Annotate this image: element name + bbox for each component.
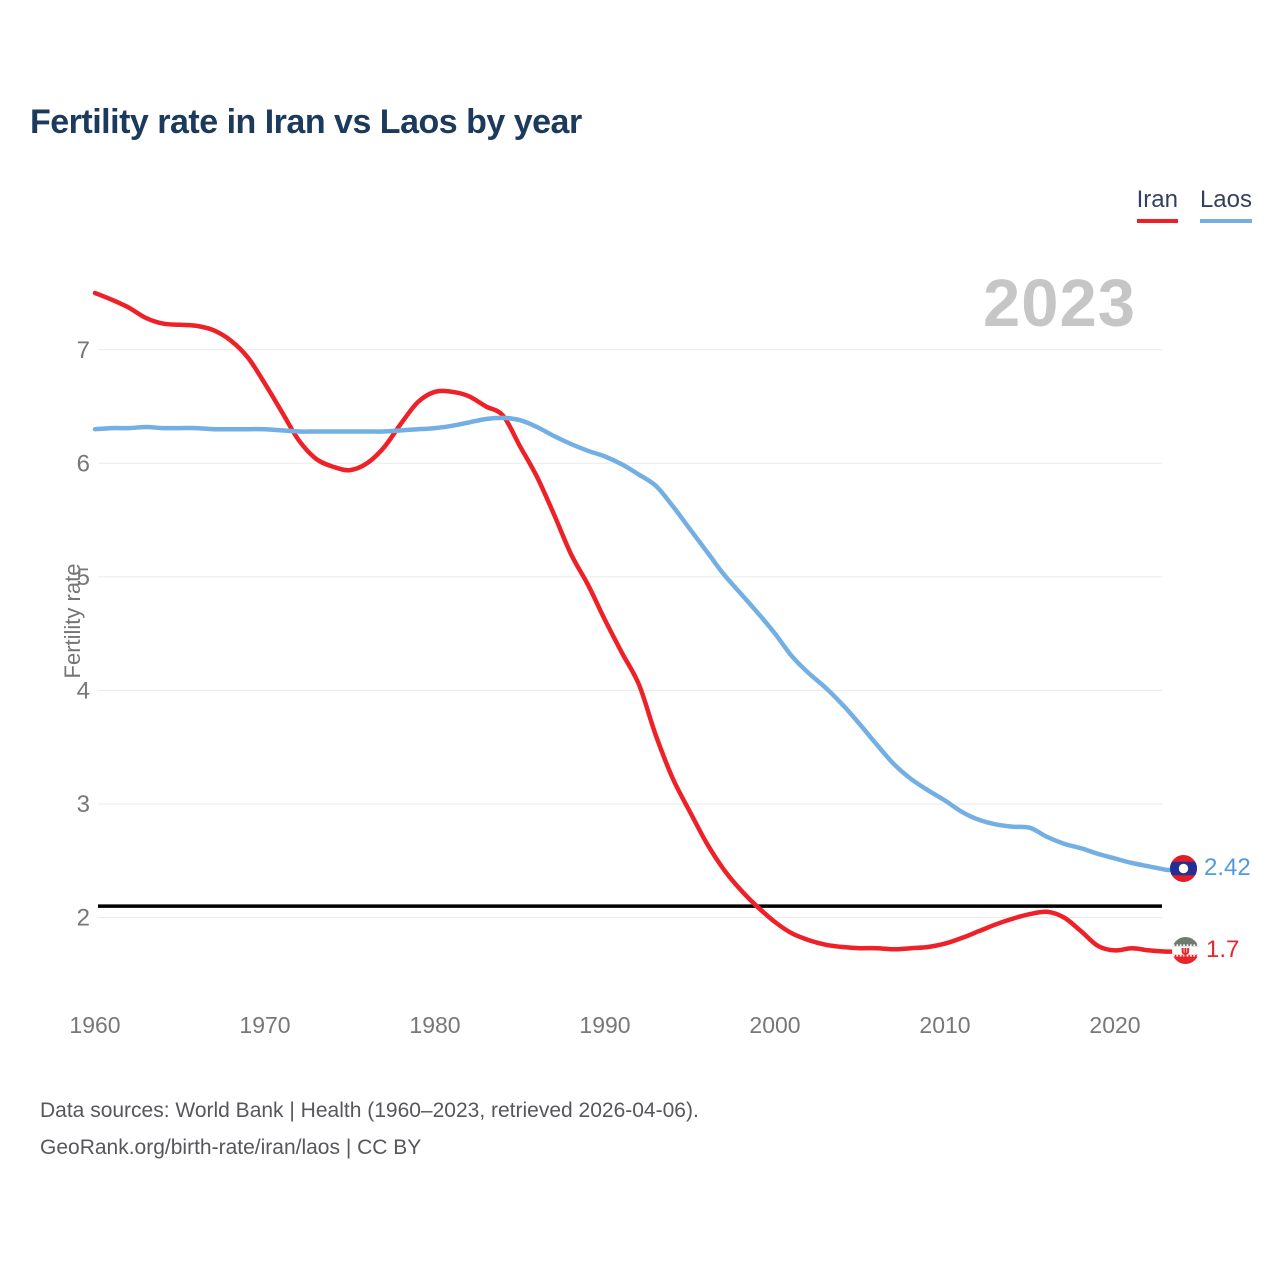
y-tick-label: 4 bbox=[77, 677, 90, 704]
footer-sources-line: Data sources: World Bank | Health (1960–… bbox=[40, 1099, 699, 1122]
x-tick-labels: 1960 1970 1980 1990 2000 2010 2020 bbox=[69, 1012, 1140, 1038]
x-tick-label: 2020 bbox=[1089, 1012, 1140, 1038]
year-watermark: 2023 bbox=[982, 266, 1136, 341]
y-tick-label: 3 bbox=[77, 791, 90, 818]
laos-end-label: 2.42 bbox=[1170, 854, 1251, 882]
page-title: Fertility rate in Iran vs Laos by year bbox=[30, 103, 582, 141]
legend-item-iran[interactable]: Iran bbox=[1136, 186, 1178, 223]
laos-flag-icon bbox=[1170, 854, 1197, 882]
y-tick-label: 6 bbox=[77, 450, 90, 477]
iran-end-label: ψ 1.7 bbox=[1172, 936, 1239, 964]
iran-flag-icon: ψ bbox=[1172, 936, 1199, 964]
x-tick-label: 1970 bbox=[239, 1012, 290, 1038]
iran-end-value: 1.7 bbox=[1206, 936, 1240, 963]
gridlines bbox=[98, 349, 1162, 918]
svg-text:ψ: ψ bbox=[1181, 943, 1190, 957]
legend-item-laos[interactable]: Laos bbox=[1199, 186, 1252, 223]
laos-line bbox=[92, 415, 1174, 873]
y-tick-label: 2 bbox=[77, 905, 90, 932]
legend: Iran Laos bbox=[1136, 186, 1252, 223]
x-tick-label: 2000 bbox=[749, 1012, 800, 1038]
y-tick-label: 7 bbox=[77, 337, 90, 364]
x-tick-label: 1990 bbox=[579, 1012, 630, 1038]
iran-line bbox=[92, 290, 1174, 954]
y-tick-label: 5 bbox=[77, 564, 90, 591]
footer-url-line: GeoRank.org/birth-rate/iran/laos | CC BY bbox=[40, 1136, 422, 1159]
footer-attribution: Data sources: World Bank | Health (1960–… bbox=[40, 1092, 699, 1166]
y-tick-labels: 2 3 4 5 6 7 bbox=[77, 337, 90, 932]
x-tick-label: 1960 bbox=[69, 1012, 120, 1038]
x-tick-label: 1980 bbox=[409, 1012, 460, 1038]
x-tick-label: 2010 bbox=[919, 1012, 970, 1038]
laos-end-value: 2.42 bbox=[1204, 854, 1251, 881]
